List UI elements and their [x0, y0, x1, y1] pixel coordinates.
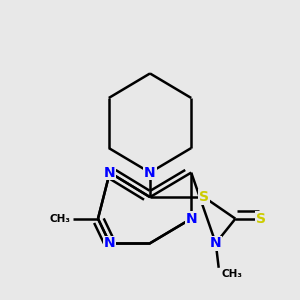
Text: N: N [144, 166, 156, 180]
Text: N: N [104, 236, 116, 250]
Text: N: N [185, 212, 197, 226]
Text: N: N [210, 236, 222, 250]
Text: S: S [256, 212, 266, 226]
Text: S: S [199, 190, 209, 204]
Text: CH₃: CH₃ [50, 214, 70, 224]
Text: CH₃: CH₃ [222, 269, 243, 279]
Text: N: N [104, 166, 116, 180]
